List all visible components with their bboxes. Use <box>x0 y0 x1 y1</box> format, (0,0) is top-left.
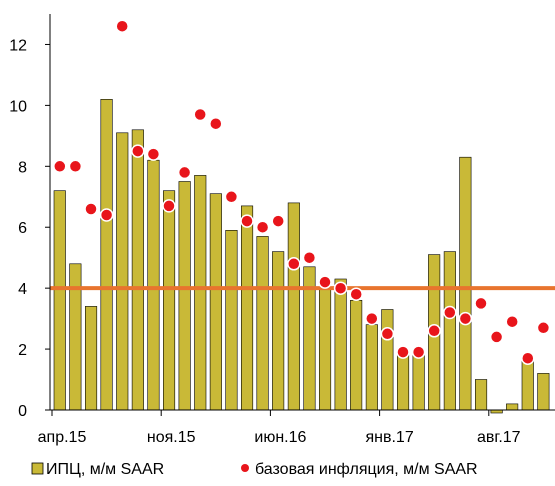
data-point <box>411 345 426 359</box>
data-point <box>271 214 285 228</box>
data-point <box>193 107 207 122</box>
x-tick-label: июн.16 <box>254 429 306 446</box>
data-point <box>349 287 363 301</box>
bar <box>194 175 207 411</box>
bar <box>365 324 378 411</box>
data-point <box>209 116 223 131</box>
data-point <box>521 351 535 365</box>
data-point <box>333 281 348 295</box>
bar <box>474 379 488 411</box>
bar <box>116 132 129 411</box>
data-point <box>131 144 145 158</box>
legend-point-label: базовая инфляция, м/м SAAR <box>255 461 478 478</box>
x-tick-label: авг.17 <box>477 429 521 446</box>
data-point <box>68 159 83 174</box>
data-point <box>224 190 239 204</box>
bar <box>256 236 269 411</box>
bar <box>100 99 113 411</box>
legend-bar-swatch <box>31 462 44 475</box>
data-point <box>177 165 192 180</box>
y-tick-label: 2 <box>18 342 27 359</box>
data-point <box>458 311 473 326</box>
bars-layer <box>53 99 550 414</box>
points-layer <box>53 19 551 365</box>
bar <box>443 251 456 411</box>
data-point <box>427 324 441 338</box>
data-point <box>489 330 504 344</box>
bar <box>287 202 300 411</box>
bar <box>272 251 285 411</box>
y-tick-label: 10 <box>9 98 27 115</box>
data-point <box>318 275 332 289</box>
data-point <box>255 220 270 234</box>
bar <box>537 373 550 411</box>
bar <box>396 354 410 411</box>
bar <box>381 309 394 411</box>
data-point <box>240 214 254 228</box>
legend-point-swatch <box>241 464 249 472</box>
x-tick-label: апр.15 <box>38 429 87 446</box>
data-point <box>380 327 395 341</box>
bar <box>225 230 238 411</box>
bar <box>147 159 160 411</box>
data-point <box>536 321 551 335</box>
data-point <box>443 305 457 320</box>
y-tick-label: 0 <box>18 403 27 420</box>
y-tick-label: 12 <box>9 37 27 54</box>
data-point <box>474 296 488 311</box>
bar <box>506 403 519 411</box>
data-point <box>365 311 379 326</box>
data-point <box>53 159 67 174</box>
bar <box>131 129 144 411</box>
y-tick-label: 8 <box>18 159 27 176</box>
x-tick-label: ноя.15 <box>147 429 196 446</box>
bar <box>163 190 176 411</box>
bar <box>69 263 82 411</box>
data-point <box>302 250 317 265</box>
legend-bar-label: ИПЦ, м/м SAAR <box>46 461 164 478</box>
y-tick-label: 6 <box>18 220 27 237</box>
data-point <box>505 314 519 329</box>
bar <box>209 193 222 411</box>
bar <box>350 299 363 411</box>
bar <box>521 360 534 411</box>
axes-layer: 0 2 4 6 8 10 12 апр.15 ноя.15 июн.16 янв.17 авг.17 <box>9 14 555 446</box>
data-point <box>84 202 98 216</box>
data-point <box>162 199 176 213</box>
data-point <box>146 147 161 161</box>
x-tick-label: янв.17 <box>365 429 413 446</box>
data-point <box>396 345 410 359</box>
bar <box>178 181 191 411</box>
legend: ИПЦ, м/м SAAR базовая инфляция, м/м SAAR <box>31 461 478 478</box>
bar <box>85 306 98 411</box>
y-tick-label: 4 <box>18 281 27 298</box>
bar <box>334 278 347 411</box>
data-point <box>99 208 114 222</box>
data-point <box>287 257 301 271</box>
bar <box>318 287 332 411</box>
data-point <box>115 19 129 33</box>
bar <box>459 156 472 411</box>
bar <box>53 190 66 411</box>
bar <box>241 205 254 411</box>
bar <box>412 354 425 411</box>
